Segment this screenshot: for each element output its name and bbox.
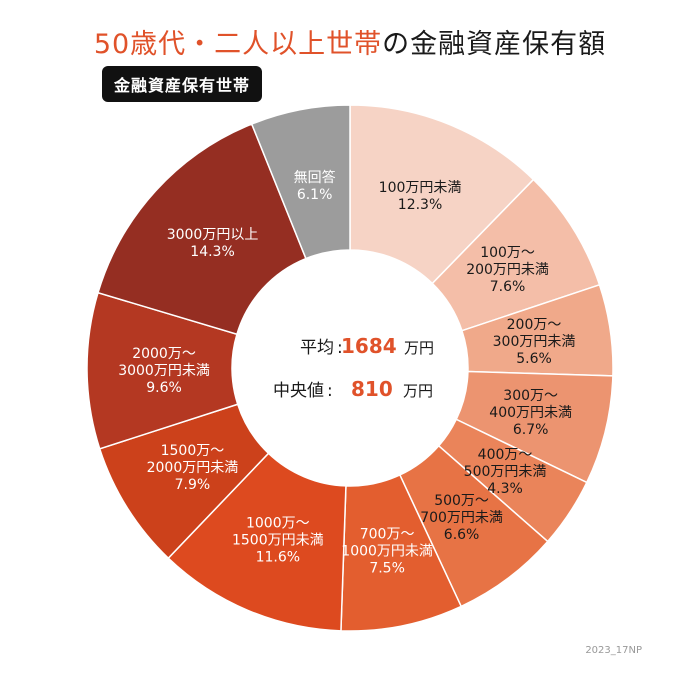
slice-label-6: 700万～ 1000万円未満 7.5% — [341, 526, 433, 576]
median-value: 810 — [351, 377, 393, 401]
slice-label-0: 100万円未満 12.3% — [379, 180, 462, 213]
category-badge: 金融資産保有世帯 — [102, 66, 263, 102]
median-unit: 万円 — [403, 382, 433, 400]
slice-label-9: 2000万～ 3000万円未満 9.6% — [118, 346, 210, 396]
slice-labels: 100万円未満 12.3%100万～ 200万円未満 7.6% 200万～ 300万円未満… — [118, 169, 575, 576]
footer-code: 2023_17NP — [585, 645, 642, 656]
median-summary: 中央値: 810 万円 — [273, 377, 433, 401]
median-label: 中央値: — [273, 381, 333, 401]
slice-label-11: 無回答 6.1% — [294, 169, 336, 203]
slice-label-5: 500万～ 700万円未満 6.6% — [420, 493, 503, 543]
donut-slices — [86, 104, 614, 632]
slice-label-3: 300万～ 400万円未満 6.7% — [489, 388, 572, 438]
slice-label-2: 200万～ 300万円未満 5.6% — [493, 317, 576, 367]
slice-label-8: 1500万～ 2000万円未満 7.9% — [147, 443, 239, 493]
chart-title-accent: 50歳代・二人以上世帯 — [93, 29, 383, 60]
mean-summary: 平均: 1684 万円 — [300, 334, 434, 358]
chart-title: 50歳代・二人以上世帯の金融資産保有額 — [0, 22, 700, 61]
donut-hole — [232, 250, 468, 486]
slice-label-10: 3000万円以上 14.3% — [167, 227, 259, 260]
mean-value: 1684 — [341, 334, 397, 358]
mean-unit: 万円 — [404, 339, 434, 357]
slice-label-4: 400万～ 500万円未満 4.3% — [464, 447, 547, 497]
slice-label-7: 1000万～ 1500万円未満 11.6% — [232, 515, 324, 565]
chart-title-rest: の金融資産保有額 — [382, 29, 607, 60]
slice-label-1: 100万～ 200万円未満 7.6% — [466, 245, 549, 295]
mean-label: 平均: — [300, 338, 343, 358]
